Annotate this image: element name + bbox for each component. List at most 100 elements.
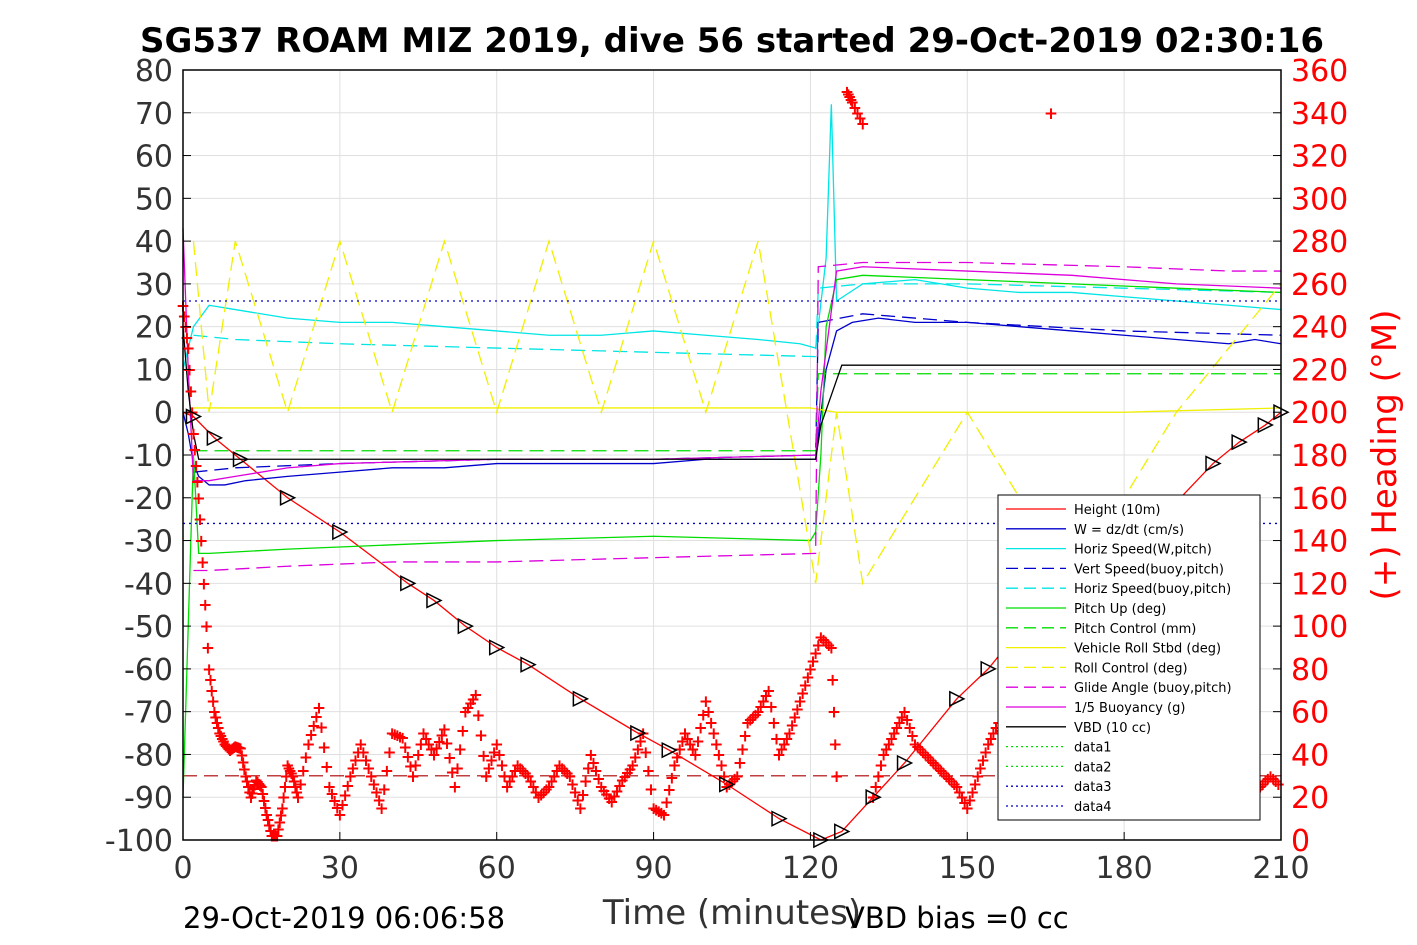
heading-point: + [529, 783, 543, 803]
heading-point: + [644, 780, 658, 800]
heading-point: + [918, 745, 932, 765]
heading-point: + [605, 793, 619, 813]
heading-point: + [850, 104, 864, 124]
heading-point: + [531, 788, 545, 808]
heading-point: + [248, 775, 262, 795]
heading-point: + [844, 90, 858, 110]
heading-point: + [474, 726, 488, 746]
heading-point: + [526, 778, 540, 798]
series-line-2 [182, 104, 1282, 370]
heading-point: + [699, 692, 713, 712]
y-tick-label: 0 [154, 396, 173, 431]
heading-point: + [330, 798, 344, 818]
series-line-9 [193, 261, 1281, 572]
heading-point: + [871, 767, 885, 787]
heading-point: + [897, 703, 911, 723]
triangle-marker [426, 592, 443, 609]
heading-point: + [243, 783, 257, 803]
heading-point: + [299, 748, 313, 768]
heading-point: + [508, 761, 522, 781]
heading-point: + [388, 725, 402, 745]
heading-point: + [266, 827, 280, 847]
heading-point: + [934, 761, 948, 781]
heading-point: + [492, 745, 506, 765]
heading-point: + [654, 804, 668, 824]
heading-point: + [257, 791, 271, 811]
heading-point: + [793, 692, 807, 712]
heading-point: + [926, 753, 940, 773]
heading-point: + [709, 735, 723, 755]
heading-point: + [229, 737, 243, 757]
heading-point: + [206, 692, 220, 712]
heading-point: + [246, 780, 260, 800]
heading-point: + [704, 713, 718, 733]
heading-point: + [209, 708, 223, 728]
heading-point: + [746, 708, 760, 728]
heading-point: + [250, 773, 264, 793]
heading-point: + [552, 756, 566, 776]
heading-point: + [445, 763, 459, 783]
heading-point: + [578, 772, 592, 792]
y-axis-right: 3603403203002802602402202001801601401201… [1273, 54, 1348, 859]
heading-point: + [785, 716, 799, 736]
heading-point: + [973, 759, 987, 779]
legend-label: VBD (10 cc) [1074, 721, 1151, 736]
heading-point: + [335, 796, 349, 816]
heading-point: + [263, 821, 277, 841]
y-tick-label: -90 [124, 781, 173, 816]
heading-point: + [286, 767, 300, 787]
series-line-7 [193, 407, 1282, 413]
heading-point: + [790, 700, 804, 720]
vbd-bias-text: VBD bias =0 cc [845, 901, 1069, 935]
y-right-tick-label: 280 [1291, 225, 1348, 260]
heading-point: + [772, 745, 786, 765]
heading-point: + [194, 532, 208, 552]
heading-point: + [287, 772, 301, 792]
heading-point: + [592, 770, 606, 790]
heading-point: + [748, 705, 762, 725]
x-tick-label: 90 [634, 851, 672, 886]
heading-point: + [947, 775, 961, 795]
x-axis: 0 30 60 90 120 150 180 210 [173, 832, 1310, 886]
heading-point: + [518, 764, 532, 784]
legend-label: data3 [1074, 780, 1112, 795]
heading-point: + [277, 788, 291, 808]
heading-point: + [565, 775, 579, 795]
heading-point: + [612, 776, 626, 796]
heading-point: + [615, 771, 629, 791]
legend-label: Vehicle Roll Stbd (deg) [1074, 642, 1221, 657]
heading-point: + [877, 745, 891, 765]
heading-point: + [435, 726, 449, 746]
heading-point: + [555, 759, 569, 779]
heading-point: + [694, 719, 708, 739]
heading-point: + [819, 633, 833, 653]
heading-point: + [212, 724, 226, 744]
heading-point: + [398, 738, 412, 758]
heading-point: + [220, 738, 234, 758]
heading-point: + [754, 697, 768, 717]
triangle-marker [206, 429, 224, 447]
heading-point: + [712, 745, 726, 765]
heading-point: + [735, 740, 749, 760]
heading-point: + [228, 737, 242, 757]
heading-point: + [320, 758, 334, 778]
heading-point: + [284, 764, 298, 784]
x-tick-label: 210 [1252, 851, 1309, 886]
y-tick-label: 30 [135, 268, 173, 303]
heading-point: + [761, 681, 775, 701]
heading-point: + [539, 780, 553, 800]
heading-point: + [294, 775, 308, 795]
heading-point: + [205, 681, 219, 701]
heading-point: + [296, 761, 310, 781]
heading-point: + [450, 759, 464, 779]
heading-point: + [484, 751, 498, 771]
legend-label: Vert Speed(buoy,pitch) [1074, 562, 1224, 577]
heading-point: + [291, 788, 305, 808]
heading-point: + [231, 738, 245, 758]
heading-point: + [309, 707, 323, 727]
heading-point: + [913, 740, 927, 760]
triangle-marker [520, 656, 537, 673]
heading-point: + [916, 743, 930, 763]
heading-point: + [216, 732, 230, 752]
heading-point: + [482, 759, 496, 779]
